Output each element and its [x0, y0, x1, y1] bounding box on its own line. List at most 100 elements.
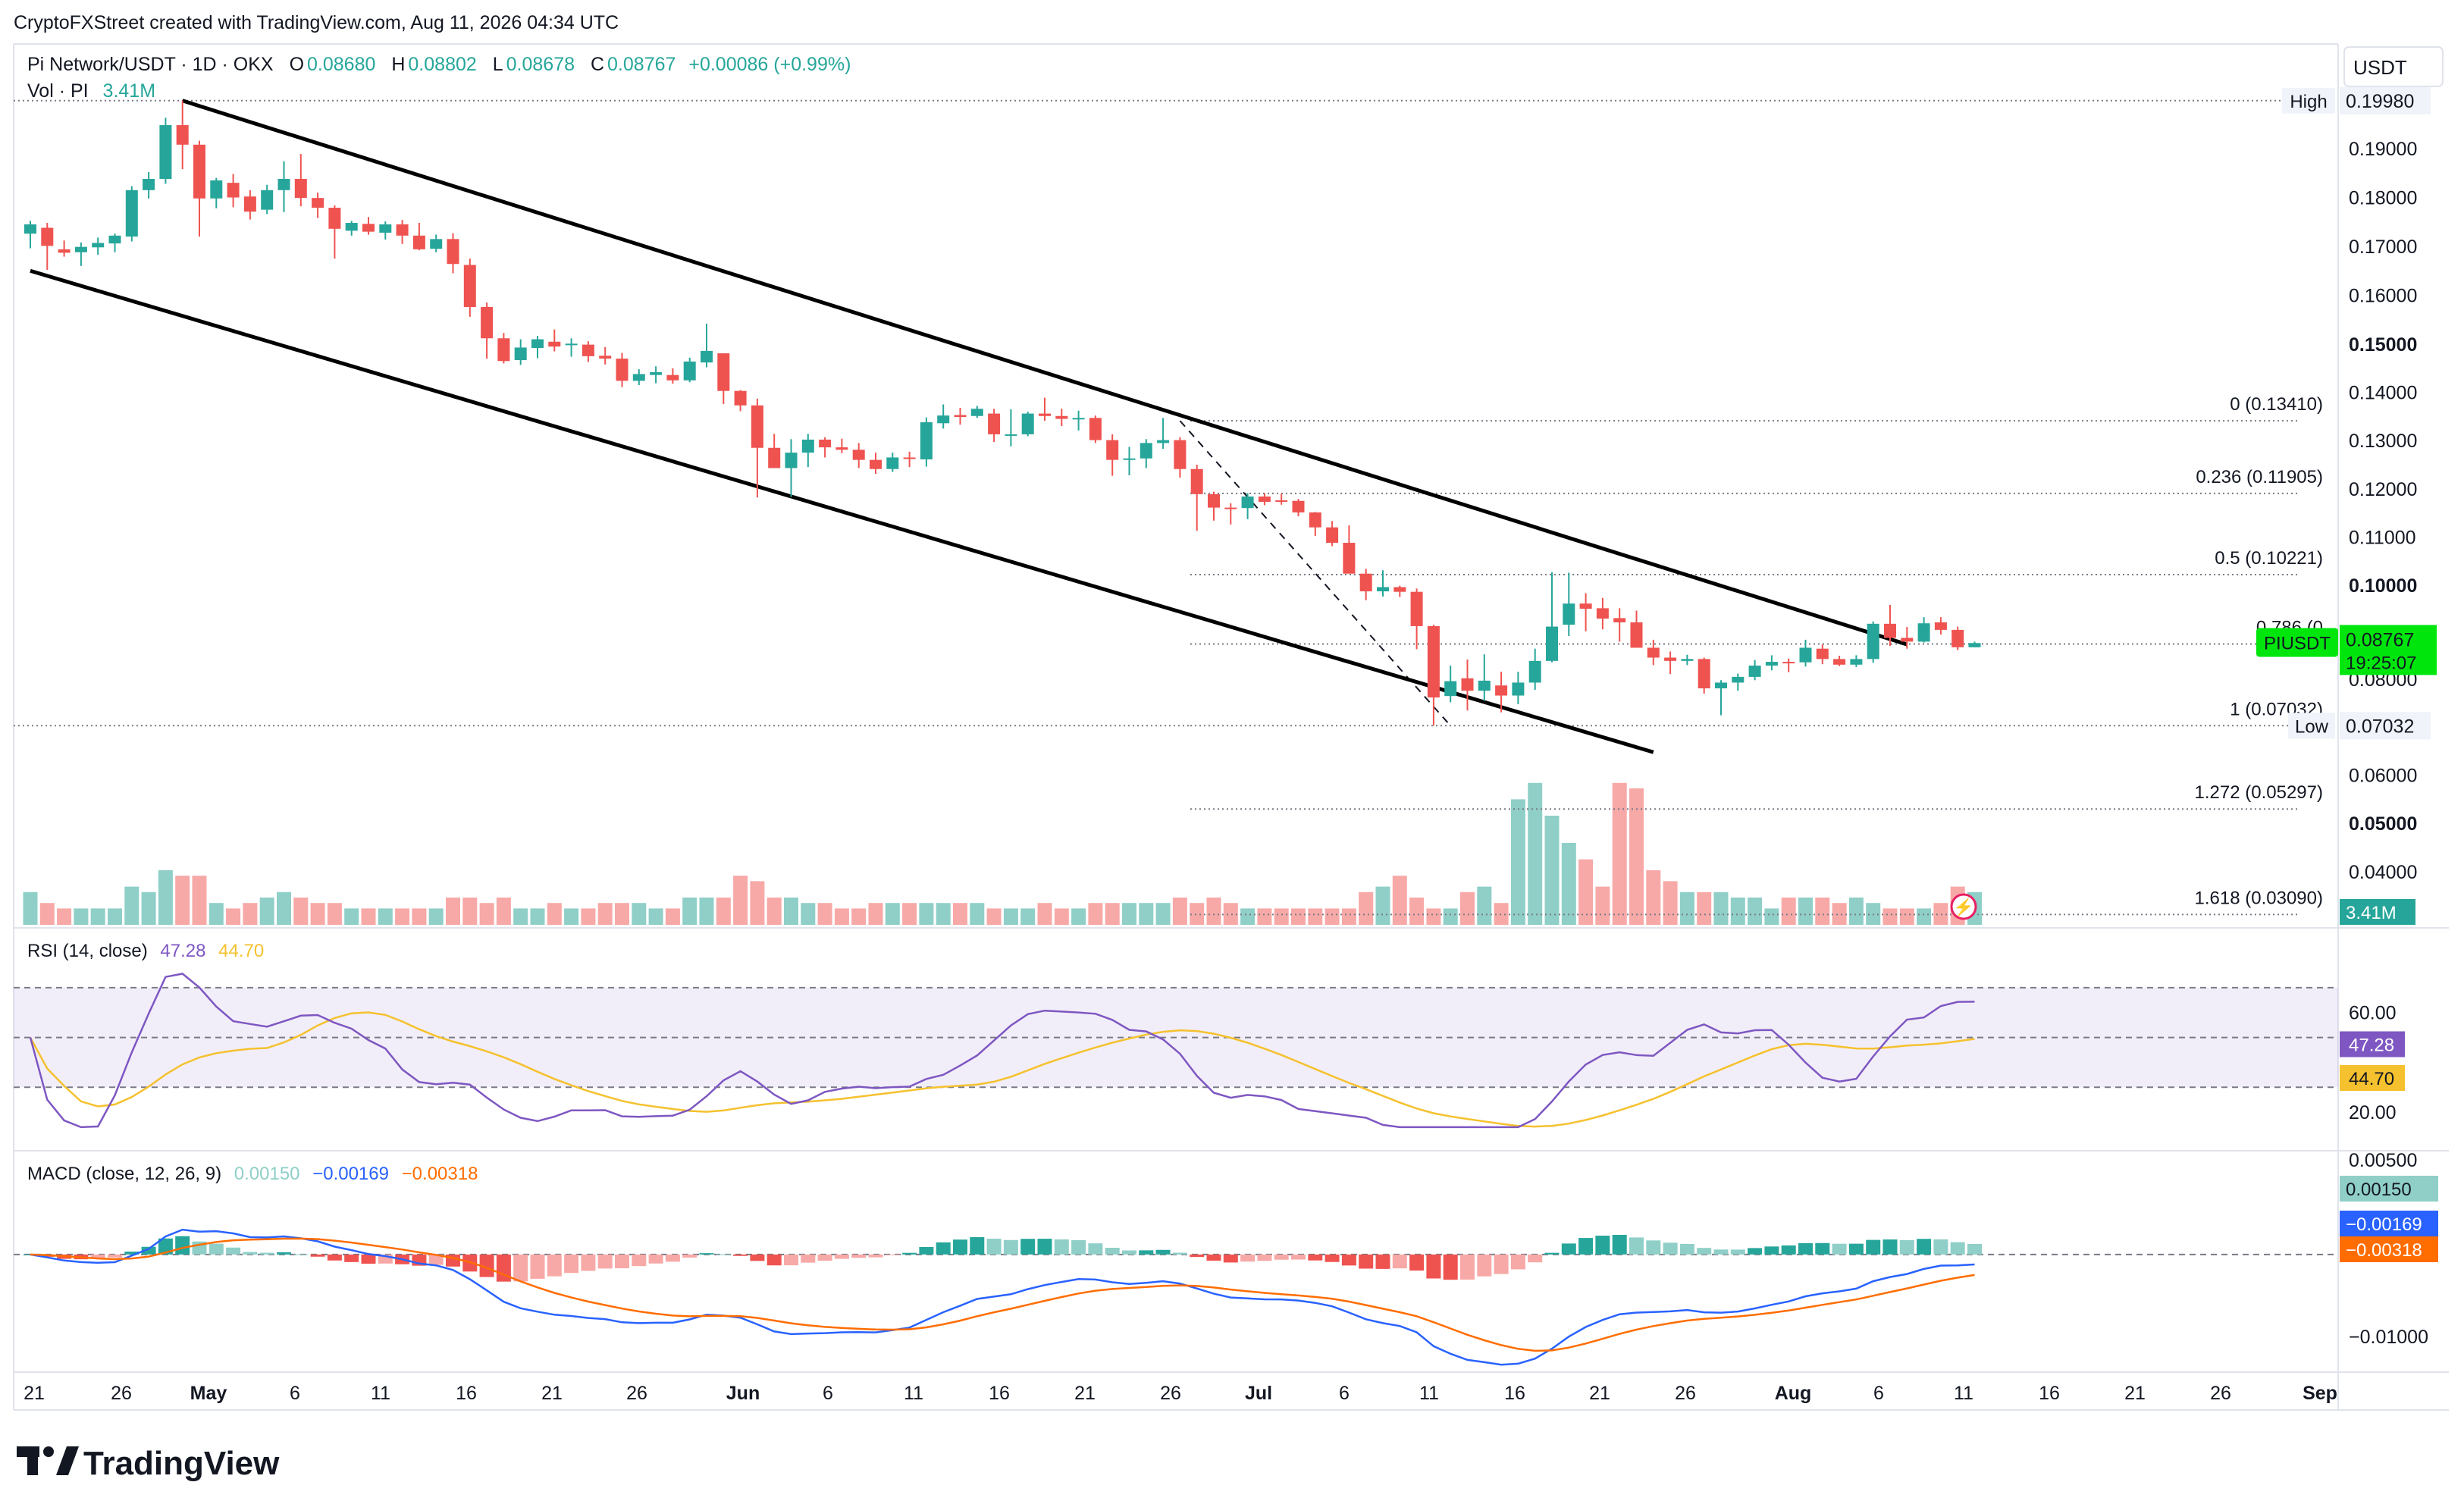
- rsi-tick-label: 60.00: [2349, 1003, 2397, 1024]
- volume-bar: [682, 898, 698, 925]
- symbol-title[interactable]: Pi Network/USDT · 1D · OKX: [27, 54, 274, 75]
- descending-channel[interactable]: [30, 99, 1908, 754]
- candle-body: [176, 125, 189, 145]
- volume-bar: [90, 908, 105, 925]
- macd-histogram-bar: [1206, 1254, 1221, 1261]
- volume-title[interactable]: Vol · PI: [27, 80, 89, 102]
- currency-button[interactable]: USDT: [2343, 46, 2444, 87]
- candle-body: [1359, 573, 1372, 592]
- macd-badge-box: [2340, 1176, 2438, 1202]
- candle-body: [1816, 648, 1829, 660]
- volume-bar: [1223, 903, 1238, 925]
- fib-level-label: 0.5 (0.10221): [2215, 548, 2323, 569]
- candle-body: [1664, 657, 1677, 661]
- macd-histogram-bar: [1950, 1242, 1965, 1255]
- volume-bar: [378, 908, 393, 925]
- candle-body: [1444, 681, 1457, 697]
- volume-bar: [564, 908, 579, 925]
- volume-bar: [936, 903, 951, 925]
- volume-bar: [1392, 876, 1407, 925]
- candle-body: [616, 359, 629, 381]
- last-symbol: PIUSDT: [2264, 633, 2331, 653]
- macd-histogram-bar: [851, 1254, 867, 1258]
- volume-bar: [1324, 908, 1340, 925]
- macd-histogram-bar: [1510, 1254, 1525, 1270]
- volume-bar: [344, 908, 359, 925]
- macd-histogram-bar: [1257, 1254, 1272, 1261]
- time-tick-label: 21: [2124, 1383, 2146, 1404]
- candle-body: [954, 415, 967, 418]
- macd-title: MACD (close, 12, 26, 9): [27, 1164, 221, 1184]
- volume-bar: [496, 898, 511, 925]
- volume-bar: [851, 908, 867, 925]
- macd-histogram-bar: [327, 1254, 342, 1261]
- low-value: 0.08678: [506, 54, 575, 75]
- candle-body: [1833, 659, 1846, 665]
- volume-bar: [547, 903, 562, 925]
- candle-body: [92, 243, 105, 248]
- volume-bar: [615, 903, 629, 925]
- macd-histogram-bar: [1917, 1239, 1932, 1255]
- time-axis[interactable]: 21 26 May 6 11 16 21 26 Jun 6 11 16 21 26 Jul 6 11 16 21 26…: [24, 1383, 2337, 1404]
- volume-bar: [648, 908, 663, 925]
- candle-body: [988, 413, 1001, 434]
- svg-text:MACD (close, 12, 26, 9): MACD (close, 12, 26, 9) 0.00150 −0.00169…: [27, 1164, 478, 1184]
- macd-histogram-bar: [936, 1242, 951, 1255]
- candle-body: [1850, 659, 1863, 665]
- tradingview-logo[interactable]: TradingView: [17, 1445, 280, 1482]
- candle-body: [785, 453, 798, 468]
- volume-bar: [885, 903, 900, 925]
- last-price: 0.08767: [2346, 629, 2414, 650]
- macd-histogram-bar: [1308, 1254, 1323, 1261]
- time-tick-label: 26: [1675, 1383, 1696, 1404]
- candle-body: [1901, 638, 1914, 642]
- macd-histogram-bar: [834, 1254, 849, 1259]
- macd-tick-label: 0.00500: [2349, 1150, 2417, 1171]
- candle-body: [1765, 662, 1778, 666]
- volume-bar: [1426, 908, 1441, 925]
- volume-bar: [970, 903, 985, 925]
- rsi-panel[interactable]: RSI (14, close) 47.28 44.70 60.00 20.00 47…: [14, 941, 2405, 1129]
- volume-bar: [1528, 782, 1543, 925]
- fibonacci-retracement[interactable]: 0 (0.13410)0.236 (0.11905)0.5 (0.10221)0…: [14, 99, 2323, 916]
- macd-histogram-bar: [597, 1254, 613, 1269]
- candle-body: [108, 235, 121, 244]
- rsi-ma-badge: 44.70: [2349, 1069, 2394, 1089]
- last-symbol-box: [2256, 628, 2338, 657]
- macd-badge-box: [2340, 1211, 2438, 1236]
- low-value: 0.07032: [2346, 716, 2414, 737]
- macd-badge: −0.00318: [2346, 1240, 2422, 1261]
- macd-histogram-bar: [615, 1254, 629, 1269]
- candle-body: [1309, 512, 1321, 528]
- high-value-box: [2340, 86, 2431, 114]
- macd-histogram-bar: [1798, 1242, 1813, 1255]
- volume-bar: [1443, 908, 1458, 925]
- volume-bar: [750, 881, 765, 925]
- candle-body: [768, 447, 781, 468]
- volume-bar: [665, 908, 680, 925]
- volume-bar: [361, 908, 376, 925]
- candle-body: [819, 439, 832, 448]
- macd-panel[interactable]: MACD (close, 12, 26, 9) 0.00150 −0.00169…: [14, 1150, 2438, 1366]
- volume-bar: [1375, 886, 1390, 925]
- candle-body: [193, 144, 205, 199]
- macd-histogram-bar: [124, 1252, 140, 1255]
- candle-body: [1782, 662, 1795, 664]
- volume-bar: [57, 908, 72, 925]
- candle-body: [1732, 676, 1745, 683]
- candle-body: [1917, 623, 1930, 642]
- macd-histogram-bar: [1781, 1245, 1796, 1255]
- time-tick-label: 11: [371, 1383, 390, 1404]
- volume-bar: [1646, 870, 1661, 925]
- candle-body: [514, 347, 527, 360]
- candle-body: [294, 178, 307, 199]
- fib-level-label: 1.618 (0.03090): [2195, 888, 2323, 908]
- time-tick-label: 6: [290, 1383, 300, 1404]
- candle-body: [1190, 468, 1203, 494]
- candle-body: [1613, 618, 1626, 622]
- volume-badge: 3.41M: [2346, 903, 2397, 923]
- volume-bar: [817, 903, 832, 925]
- macd-histogram-bar: [1815, 1242, 1830, 1255]
